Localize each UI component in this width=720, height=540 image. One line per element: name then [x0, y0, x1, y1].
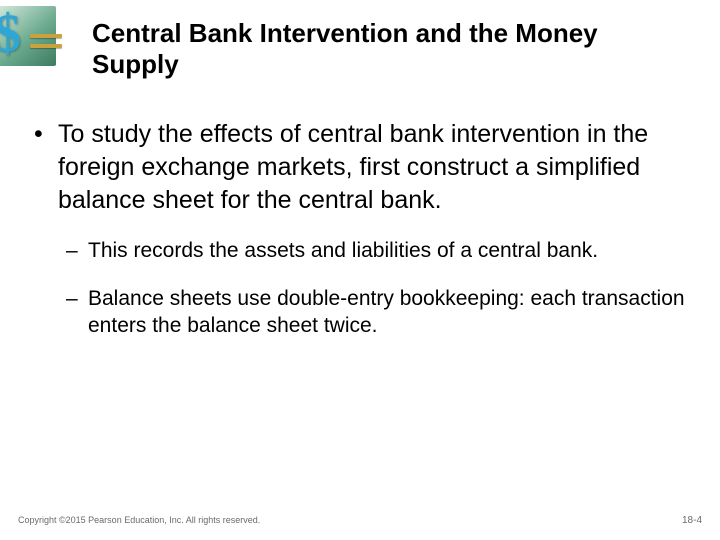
bullet-text: Balance sheets use double-entry bookkeep… — [88, 285, 686, 340]
logo-corner: $ — [0, 0, 72, 72]
bullet-level2: – This records the assets and liabilitie… — [66, 237, 686, 265]
slide: $ Central Bank Intervention and the Mone… — [0, 0, 720, 540]
logo-bar — [30, 34, 62, 38]
bullet-text: This records the assets and liabilities … — [88, 237, 598, 265]
bullet-dash-icon: – — [66, 237, 88, 265]
copyright-text: Copyright ©2015 Pearson Education, Inc. … — [18, 515, 260, 525]
title-block: Central Bank Intervention and the Money … — [92, 18, 680, 79]
equals-bars-icon — [30, 34, 62, 48]
bullet-level1: • To study the effects of central bank i… — [34, 118, 686, 217]
footer: Copyright ©2015 Pearson Education, Inc. … — [18, 515, 702, 526]
bullet-level2: – Balance sheets use double-entry bookke… — [66, 285, 686, 340]
page-number: 18-4 — [682, 515, 702, 526]
logo-bar — [30, 44, 62, 48]
slide-title: Central Bank Intervention and the Money … — [92, 18, 680, 79]
dollar-sign-icon: $ — [0, 2, 21, 64]
body-content: • To study the effects of central bank i… — [34, 118, 686, 360]
bullet-text: To study the effects of central bank int… — [58, 118, 686, 217]
bullet-dash-icon: – — [66, 285, 88, 340]
bullet-dot-icon: • — [34, 118, 58, 217]
